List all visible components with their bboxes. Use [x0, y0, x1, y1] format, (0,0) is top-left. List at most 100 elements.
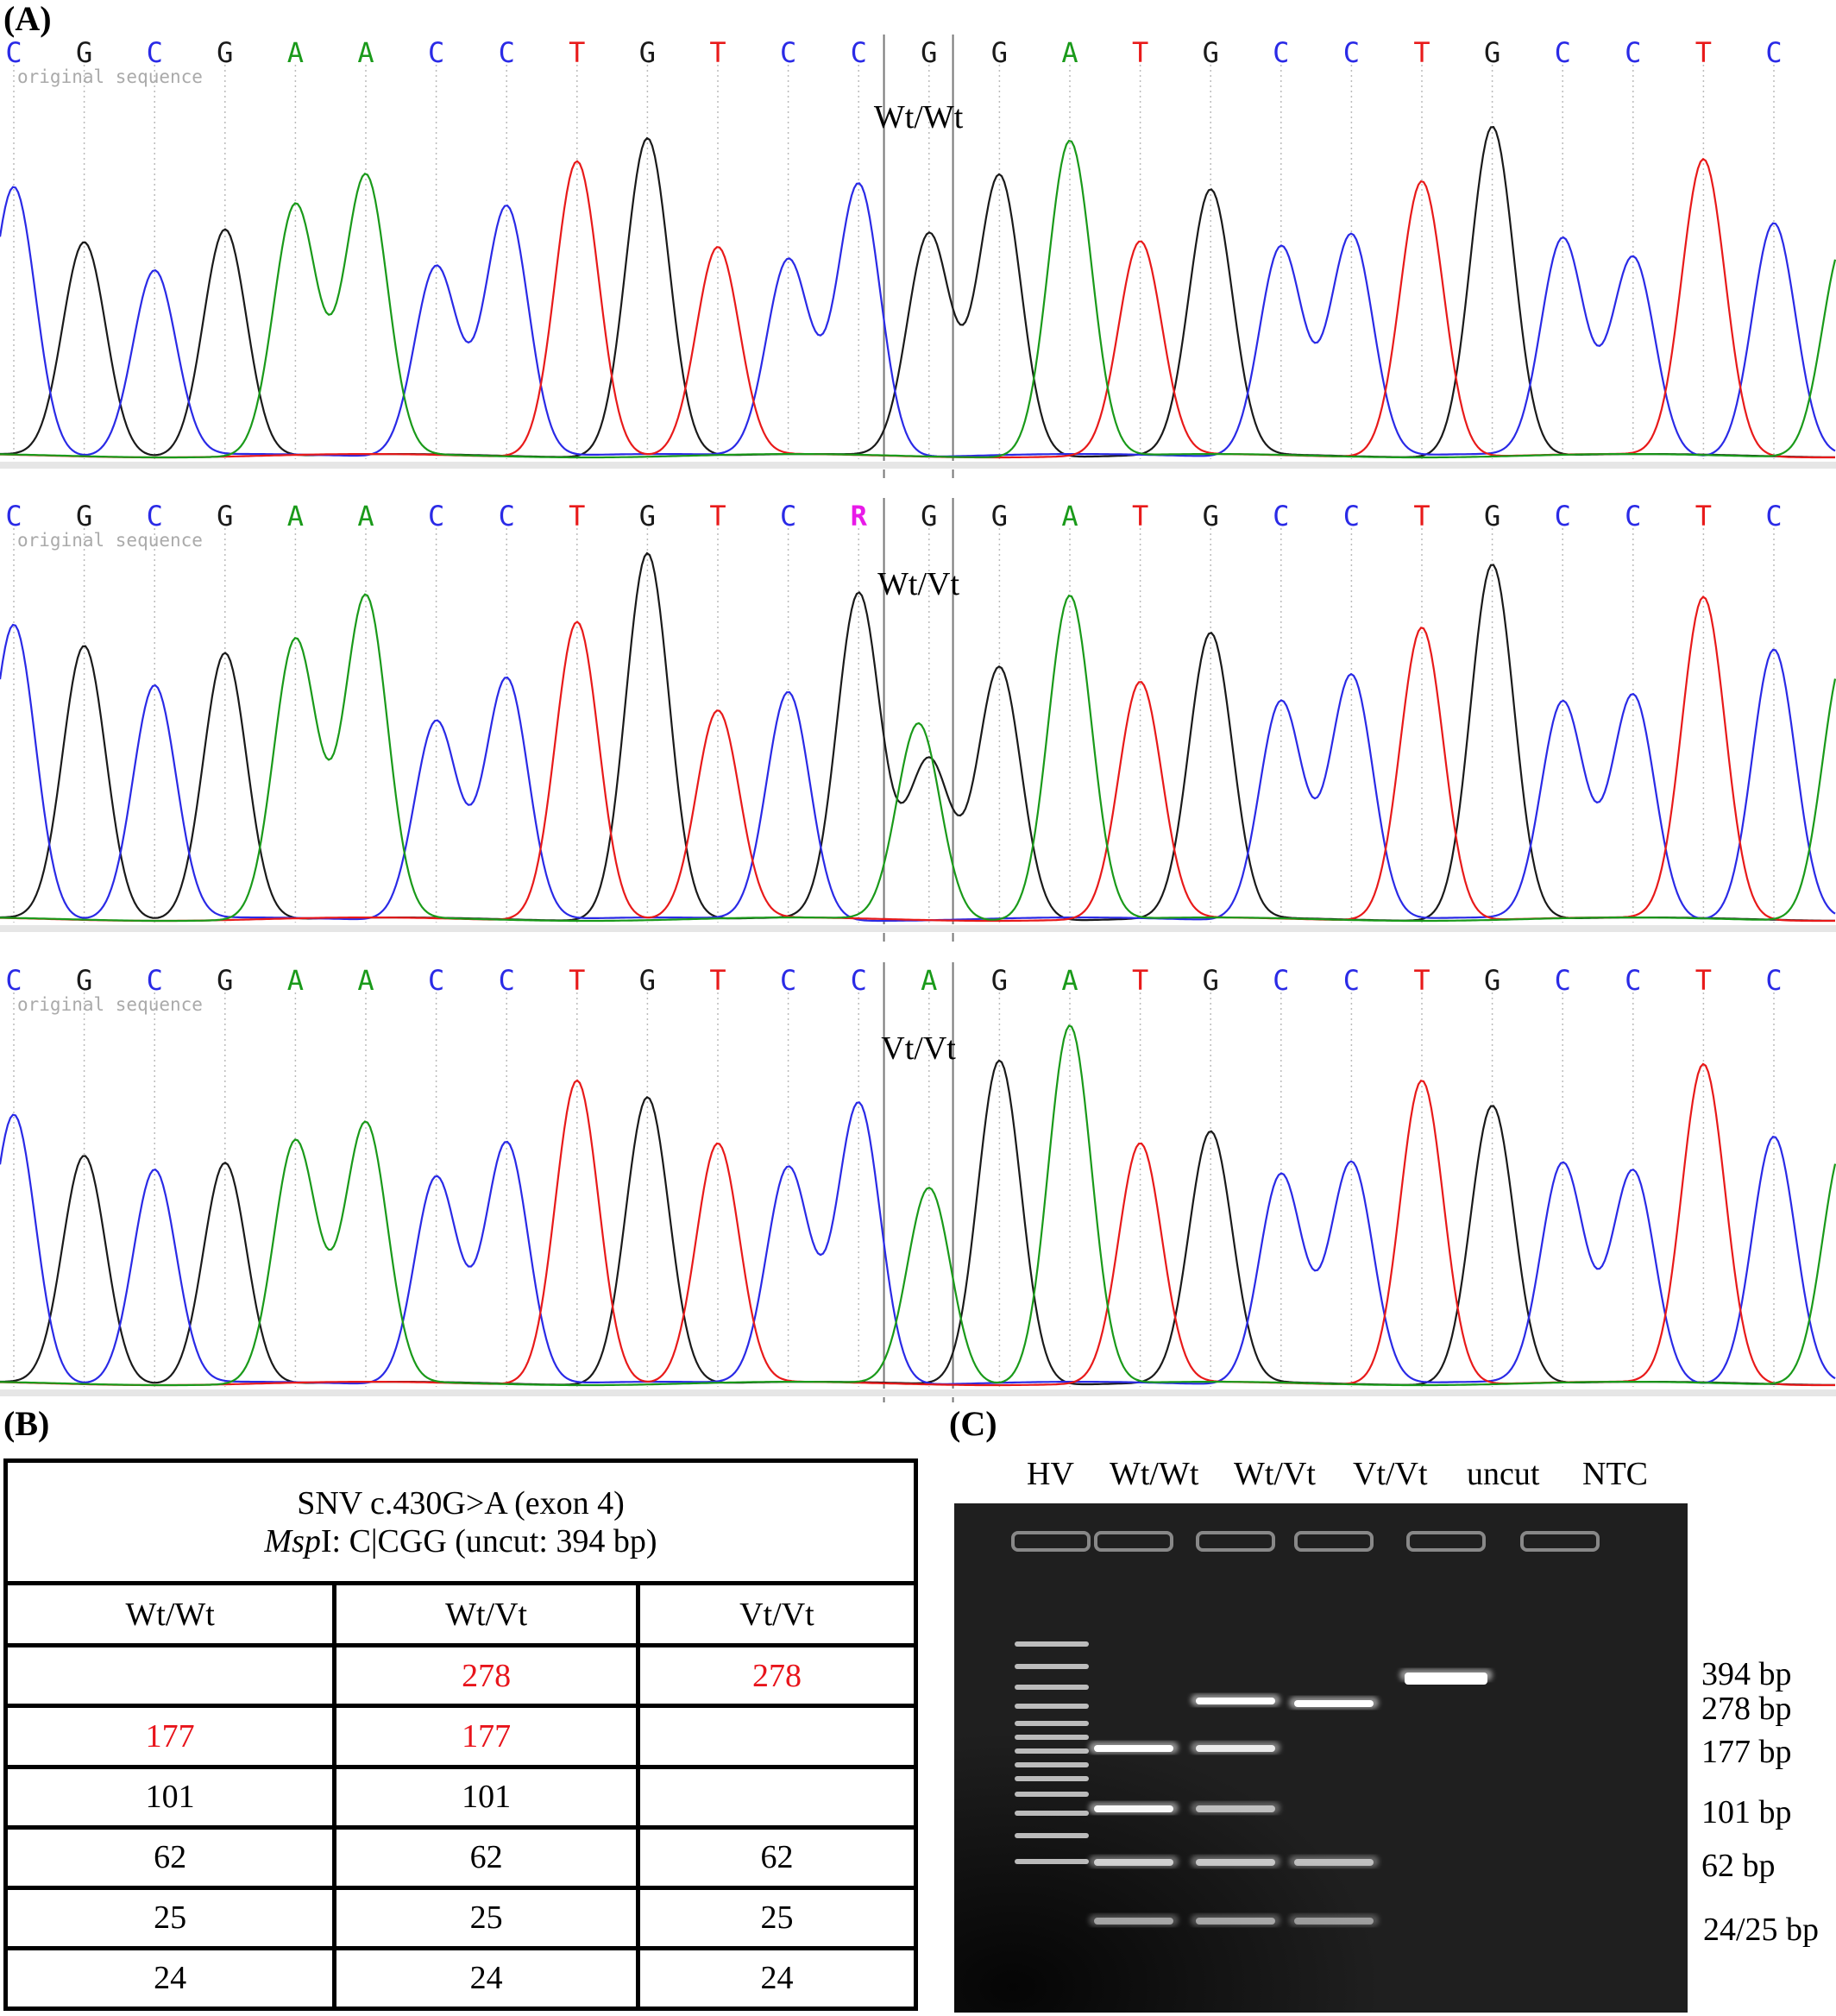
gel-well — [1011, 1531, 1091, 1552]
table-cell: 101 — [3, 1764, 337, 1830]
ladder-band — [1015, 1776, 1089, 1781]
panel-c-label: (C) — [949, 1404, 997, 1443]
table-cell: 24 — [332, 1945, 640, 2012]
base-call-C: C — [1625, 964, 1641, 997]
table-title-line2: MspI: C|CGG (uncut: 394 bp) — [8, 1522, 914, 1560]
ladder-band — [1015, 1664, 1089, 1669]
table-cell: 101 — [332, 1764, 640, 1830]
table-row: 25 25 25 — [3, 1885, 919, 1950]
base-call-T: T — [1132, 500, 1148, 532]
base-call-C: C — [1555, 964, 1571, 997]
agarose-gel-image — [954, 1503, 1688, 2013]
table-header-wtwt: Wt/Wt — [3, 1581, 337, 1648]
trace-A — [0, 593, 1836, 923]
ladder-band — [1015, 1721, 1089, 1726]
table-cell: 25 — [3, 1885, 337, 1950]
base-call-A: A — [921, 964, 937, 997]
base-call-C: C — [1765, 500, 1782, 532]
base-call-C: C — [5, 36, 22, 69]
base-call-C: C — [147, 964, 163, 997]
dna-band — [1294, 1859, 1374, 1866]
ladder-band — [1015, 1833, 1089, 1838]
size-label-62: 62 bp — [1701, 1848, 1776, 1884]
base-call-G: G — [991, 500, 1008, 532]
chromatogram-1: CGCGAACCTGTCCGGATGCCTGCCTCAoriginal sequ… — [0, 35, 1836, 478]
base-call-C: C — [1273, 36, 1289, 69]
base-call-G: G — [76, 36, 92, 69]
base-call-G: G — [639, 964, 656, 997]
base-call-C: C — [780, 964, 796, 997]
base-call-G: G — [921, 500, 937, 532]
base-call-C: C — [851, 36, 867, 69]
table-row: 177 177 — [3, 1704, 919, 1769]
base-call-C: C — [1625, 500, 1641, 532]
base-call-C: C — [428, 964, 444, 997]
base-call-G: G — [991, 36, 1008, 69]
trace-A — [0, 139, 1836, 459]
enzyme-site: I: C|CGG (uncut: 394 bp) — [320, 1522, 657, 1559]
base-call-G: G — [1203, 500, 1219, 532]
table-cell — [635, 1704, 919, 1769]
base-call-T: T — [709, 964, 726, 997]
trace-scroll-strip — [0, 462, 1836, 469]
dna-band — [1196, 1859, 1275, 1866]
base-call-T: T — [1695, 36, 1712, 69]
lane-label-wtwt: Wt/Wt — [1110, 1456, 1199, 1492]
base-call-G: G — [217, 500, 233, 532]
base-call-G: G — [639, 36, 656, 69]
ladder-band — [1015, 1704, 1089, 1709]
trace-T — [0, 595, 1835, 923]
base-call-G: G — [217, 36, 233, 69]
trace-T — [0, 157, 1835, 459]
gel-well — [1196, 1531, 1275, 1552]
table-cell: 62 — [3, 1824, 337, 1890]
dna-band-glow — [1289, 1914, 1379, 1926]
base-call-C: C — [1343, 964, 1360, 997]
original-sequence-note: original sequence — [17, 994, 203, 1015]
base-call-T: T — [1413, 500, 1430, 532]
size-label-394: 394 bp — [1701, 1656, 1792, 1692]
genotype-label: Wt/Vt — [877, 566, 959, 602]
chromatogram-3: CGCGAACCTGTCCAGATGCCTGCCTCAoriginal sequ… — [0, 962, 1836, 1402]
table-cell — [635, 1764, 919, 1830]
base-call-G: G — [76, 964, 92, 997]
genotype-label: Vt/Vt — [881, 1030, 956, 1067]
dna-band — [1094, 1745, 1173, 1752]
dna-band — [1405, 1673, 1487, 1685]
gel-well — [1520, 1531, 1600, 1552]
base-call-A: A — [357, 964, 374, 997]
ladder-band — [1015, 1685, 1089, 1690]
gel-well — [1294, 1531, 1374, 1552]
base-call-A: A — [357, 36, 374, 69]
base-call-C: C — [780, 36, 796, 69]
lane-label-vtvt: Vt/Vt — [1353, 1456, 1428, 1492]
trace-scroll-strip — [0, 925, 1836, 932]
ladder-band — [1015, 1762, 1089, 1767]
base-call-A: A — [1061, 964, 1078, 997]
base-call-T: T — [1695, 964, 1712, 997]
base-call-C: C — [1555, 36, 1571, 69]
base-call-T: T — [1132, 36, 1148, 69]
table-cell: 24 — [3, 1945, 337, 2012]
base-call-T: T — [1132, 964, 1148, 997]
table-header-wtvt: Wt/Vt — [332, 1581, 640, 1648]
size-label-101: 101 bp — [1701, 1794, 1792, 1830]
lane-label-ntc: NTC — [1582, 1456, 1648, 1492]
ladder-band — [1015, 1792, 1089, 1797]
table-row: 24 24 24 — [3, 1945, 919, 2012]
table-cell: 177 — [332, 1704, 640, 1769]
table-row: 101 101 — [3, 1764, 919, 1830]
base-call-G: G — [1484, 500, 1500, 532]
base-call-G: G — [217, 964, 233, 997]
dna-band — [1094, 1918, 1173, 1925]
base-call-T: T — [569, 36, 585, 69]
base-call-G: G — [921, 36, 937, 69]
base-call-G: G — [1203, 964, 1219, 997]
base-call-T: T — [709, 36, 726, 69]
base-call-G: G — [639, 500, 656, 532]
original-sequence-note: original sequence — [17, 66, 203, 87]
base-call-A: A — [357, 500, 374, 532]
base-call-T: T — [1695, 500, 1712, 532]
base-call-C: C — [851, 964, 867, 997]
trace-A — [0, 1024, 1836, 1387]
